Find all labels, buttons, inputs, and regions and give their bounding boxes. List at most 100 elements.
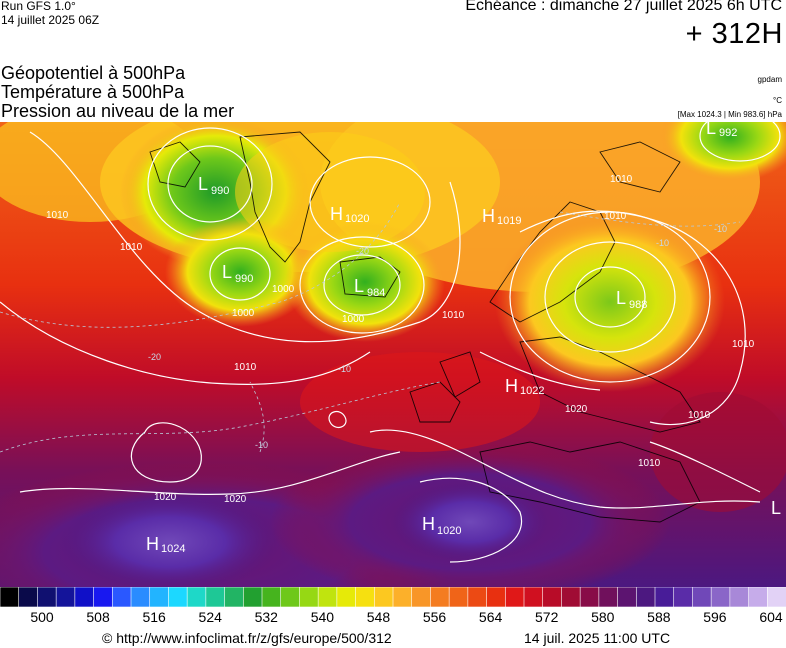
center-h1020-b: H 1020 bbox=[422, 514, 461, 537]
svg-text:992: 992 bbox=[719, 127, 737, 139]
scale-swatch bbox=[542, 587, 563, 607]
scale-swatch bbox=[0, 587, 20, 607]
scale-swatch bbox=[766, 587, 786, 607]
svg-text:990: 990 bbox=[235, 273, 253, 285]
svg-text:1022: 1022 bbox=[520, 385, 544, 397]
unit-pressure-range: [Max 1024.3 | Min 983.6] hPa bbox=[677, 110, 782, 119]
center-h1020-a: H 1020 bbox=[330, 204, 369, 225]
center-l992: L 992 bbox=[706, 122, 737, 139]
scale-tick-label: 556 bbox=[422, 609, 447, 625]
isobar-label: 1020 bbox=[224, 494, 247, 505]
scale-swatch bbox=[336, 587, 357, 607]
scale-swatch bbox=[635, 587, 656, 607]
svg-text:H: H bbox=[482, 206, 495, 226]
scale-swatch bbox=[37, 587, 57, 607]
svg-text:988: 988 bbox=[629, 299, 647, 311]
field-pressure: Pression au niveau de la mer bbox=[1, 101, 235, 121]
field-geopotential: Géopotentiel à 500hPa bbox=[1, 63, 186, 83]
svg-text:L: L bbox=[616, 288, 626, 308]
scale-swatch bbox=[111, 587, 132, 607]
scale-swatch bbox=[579, 587, 600, 607]
scale-tick-label: 548 bbox=[366, 609, 391, 625]
scale-tick-label: 572 bbox=[535, 609, 559, 625]
isotherm-label: -20 bbox=[148, 352, 161, 362]
run-label: Run GFS 1.0° bbox=[1, 0, 76, 13]
isobar-label: 1010 bbox=[46, 210, 69, 221]
isobar-label: 1010 bbox=[442, 310, 465, 321]
scale-swatch bbox=[467, 587, 488, 607]
isobar-label: 1010 bbox=[732, 339, 755, 350]
scale-tick-label: 580 bbox=[591, 609, 615, 625]
svg-text:984: 984 bbox=[367, 287, 385, 299]
scale-swatch bbox=[710, 587, 731, 607]
isobar-label: 1010 bbox=[688, 410, 711, 421]
svg-text:1020: 1020 bbox=[437, 525, 461, 537]
color-scale bbox=[0, 587, 786, 607]
isobar-label: 1020 bbox=[154, 492, 177, 503]
scale-tick-label: 564 bbox=[478, 609, 503, 625]
svg-text:L: L bbox=[706, 122, 716, 138]
scale-swatch bbox=[523, 587, 544, 607]
scale-tick-label: 588 bbox=[647, 609, 671, 625]
scale-tick-label: 524 bbox=[198, 609, 222, 625]
svg-text:H: H bbox=[330, 204, 343, 224]
center-h1024: H 1024 bbox=[146, 534, 185, 555]
svg-text:1019: 1019 bbox=[497, 215, 521, 227]
scale-swatch bbox=[598, 587, 619, 607]
scale-swatch bbox=[186, 587, 207, 607]
source-url[interactable]: © http://www.infoclimat.fr/z/gfs/europe/… bbox=[102, 630, 392, 646]
isobars bbox=[0, 122, 781, 563]
center-l-edge: L bbox=[771, 498, 781, 518]
scale-tick-label: 540 bbox=[310, 609, 335, 625]
isotherm-label: -10 bbox=[255, 440, 268, 450]
scale-swatch bbox=[654, 587, 675, 607]
scale-tick-label: 532 bbox=[254, 609, 278, 625]
isobar-label: 1010 bbox=[610, 174, 633, 185]
scale-swatch bbox=[280, 587, 301, 607]
unit-temperature: °C bbox=[773, 96, 782, 105]
scale-swatch bbox=[411, 587, 432, 607]
scale-swatch bbox=[617, 587, 638, 607]
isotherm-label: -10 bbox=[656, 238, 669, 248]
scale-swatch bbox=[261, 587, 282, 607]
scale-swatch bbox=[448, 587, 469, 607]
scale-swatch bbox=[673, 587, 694, 607]
svg-text:L: L bbox=[198, 174, 208, 194]
scale-swatch bbox=[729, 587, 750, 607]
isotherm-label: -10 bbox=[338, 364, 351, 374]
scale-swatch bbox=[168, 587, 188, 607]
scale-swatch bbox=[355, 587, 376, 607]
svg-text:L: L bbox=[771, 498, 781, 518]
isotherm-label: -10 bbox=[714, 224, 727, 234]
scale-swatch bbox=[392, 587, 413, 607]
isobar-label: 1010 bbox=[604, 211, 627, 222]
scale-swatch bbox=[373, 587, 394, 607]
svg-text:L: L bbox=[354, 276, 364, 296]
field-temperature: Température à 500hPa bbox=[1, 82, 185, 102]
scale-tick-label: 500 bbox=[30, 609, 54, 625]
isotherms bbox=[0, 201, 741, 453]
scale-tick-label: 604 bbox=[759, 609, 783, 625]
svg-text:1024: 1024 bbox=[161, 543, 185, 555]
unit-geopotential: gpdam bbox=[757, 75, 782, 84]
isobar-label: 1010 bbox=[120, 242, 143, 253]
center-l988: L 988 bbox=[616, 288, 647, 311]
isobar-label: 1000 bbox=[342, 314, 365, 325]
weather-map: L 990 L 990 L 984 H 1020 H 1019 L 988 L 992 H 10… bbox=[0, 122, 786, 587]
center-h1019: H 1019 bbox=[482, 206, 521, 227]
svg-text:990: 990 bbox=[211, 185, 229, 197]
scale-swatch bbox=[299, 587, 319, 607]
scale-swatch bbox=[430, 587, 450, 607]
scale-tick-label: 508 bbox=[86, 609, 110, 625]
isobar-label: 1010 bbox=[638, 458, 661, 469]
scale-swatch bbox=[149, 587, 170, 607]
isobar-label: 1010 bbox=[234, 362, 257, 373]
scale-tick-label: 516 bbox=[142, 609, 166, 625]
center-l984: L 984 bbox=[354, 276, 385, 299]
center-h1022: H 1022 bbox=[505, 376, 544, 397]
generated-time: 14 juil. 2025 11:00 UTC bbox=[524, 630, 671, 646]
scale-swatch bbox=[486, 587, 507, 607]
scale-swatch bbox=[130, 587, 151, 607]
scale-swatch bbox=[242, 587, 263, 607]
isobar-label: 1000 bbox=[272, 284, 295, 295]
